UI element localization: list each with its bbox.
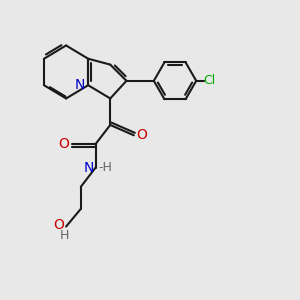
Text: O: O [136,128,147,142]
Text: N: N [74,78,85,92]
Text: O: O [59,137,70,151]
Text: -H: -H [98,161,112,174]
Text: H: H [60,230,69,242]
Text: Cl: Cl [204,74,216,87]
Text: N: N [84,161,94,175]
Text: O: O [54,218,64,232]
